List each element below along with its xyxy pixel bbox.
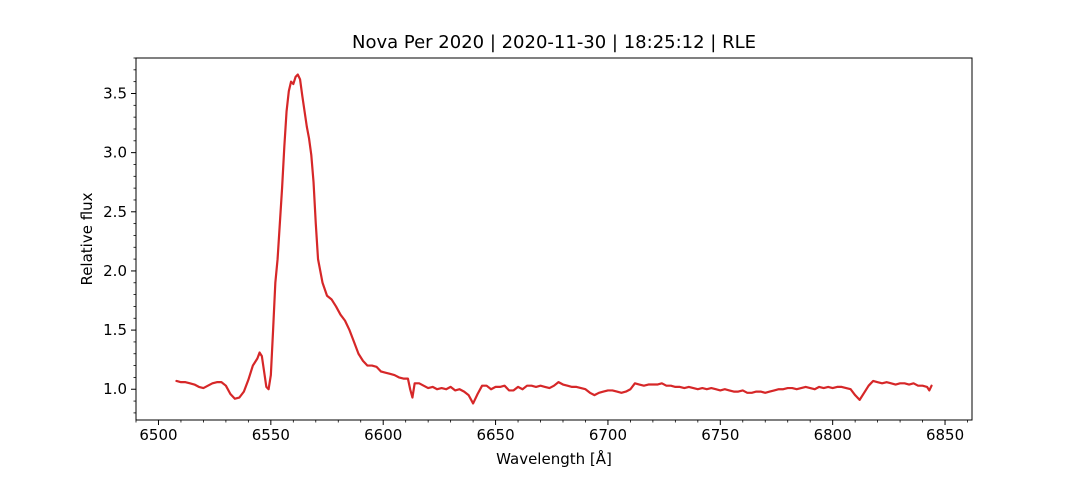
x-tick-label: 6750 <box>701 426 739 444</box>
spectrum-line <box>175 73 933 405</box>
x-tick-label: 6800 <box>814 426 852 444</box>
y-tick-label: 2.5 <box>103 203 127 221</box>
y-tick-label: 1.5 <box>103 321 127 339</box>
chart-title: Nova Per 2020 | 2020-11-30 | 18:25:12 | … <box>352 32 756 53</box>
x-tick-label: 6600 <box>364 426 402 444</box>
series-layer <box>175 73 933 405</box>
y-tick-label: 3.5 <box>103 84 127 102</box>
y-tick-label: 2.0 <box>103 262 127 280</box>
x-tick-label: 6700 <box>589 426 627 444</box>
x-axis: 6500 6550 6600 6650 6700 6750 6800 6850 <box>135 420 968 444</box>
x-tick-label: 6650 <box>476 426 514 444</box>
y-axis: 1.0 1.5 2.0 2.5 3.0 3.5 <box>103 57 136 414</box>
x-tick-label: 6850 <box>926 426 964 444</box>
y-axis-label: Relative flux <box>78 192 96 285</box>
x-tick-label: 6500 <box>139 426 177 444</box>
plot-frame <box>135 57 973 421</box>
y-tick-label: 3.0 <box>103 144 127 162</box>
plot-area <box>135 57 973 421</box>
x-axis-label: Wavelength [Å] <box>496 449 612 468</box>
x-tick-label: 6550 <box>252 426 290 444</box>
y-tick-label: 1.0 <box>103 380 127 398</box>
